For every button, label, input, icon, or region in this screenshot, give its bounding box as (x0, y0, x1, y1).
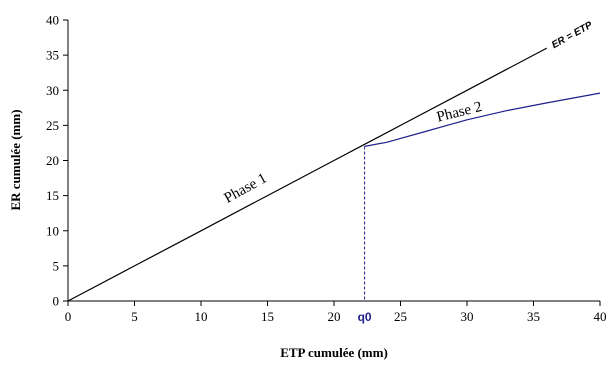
x-tick-label: 35 (527, 309, 540, 324)
y-tick-label: 35 (46, 48, 59, 63)
series-layer (67, 47, 601, 302)
q0-layer: q0 (358, 146, 372, 324)
y-tick-label: 15 (46, 188, 59, 203)
x-tick-label: 40 (594, 309, 607, 324)
y-tick-label: 0 (53, 294, 60, 309)
series-line-phase-2 (364, 92, 601, 147)
x-ticks: 0 5 10 15 20 25 30 35 40 (65, 301, 607, 324)
y-tick-label: 25 (46, 118, 59, 133)
x-tick-label: 25 (394, 309, 407, 324)
x-tick-label: 20 (328, 309, 341, 324)
x-tick-label: 0 (65, 309, 72, 324)
x-tick-label: 10 (195, 309, 208, 324)
x-tick-label: 30 (461, 309, 474, 324)
phase-1-label: Phase 1 (222, 170, 270, 206)
y-tick-label: 5 (53, 258, 60, 273)
x-tick-label: 5 (131, 309, 138, 324)
y-tick-label: 10 (46, 223, 59, 238)
y-ticks: 0 5 10 15 20 25 30 35 40 (46, 13, 68, 309)
y-tick-label: 30 (46, 83, 59, 98)
y-tick-label: 40 (46, 13, 59, 28)
q0-label: q0 (358, 310, 372, 324)
y-axis-title: ER cumulée (mm) (8, 109, 23, 210)
series-line-er-etp (67, 47, 548, 302)
x-axis-title: ETP cumulée (mm) (280, 345, 388, 360)
er-etp-label: ER = ETP (550, 20, 595, 51)
x-tick-label: 15 (261, 309, 274, 324)
y-tick-label: 20 (46, 153, 59, 168)
